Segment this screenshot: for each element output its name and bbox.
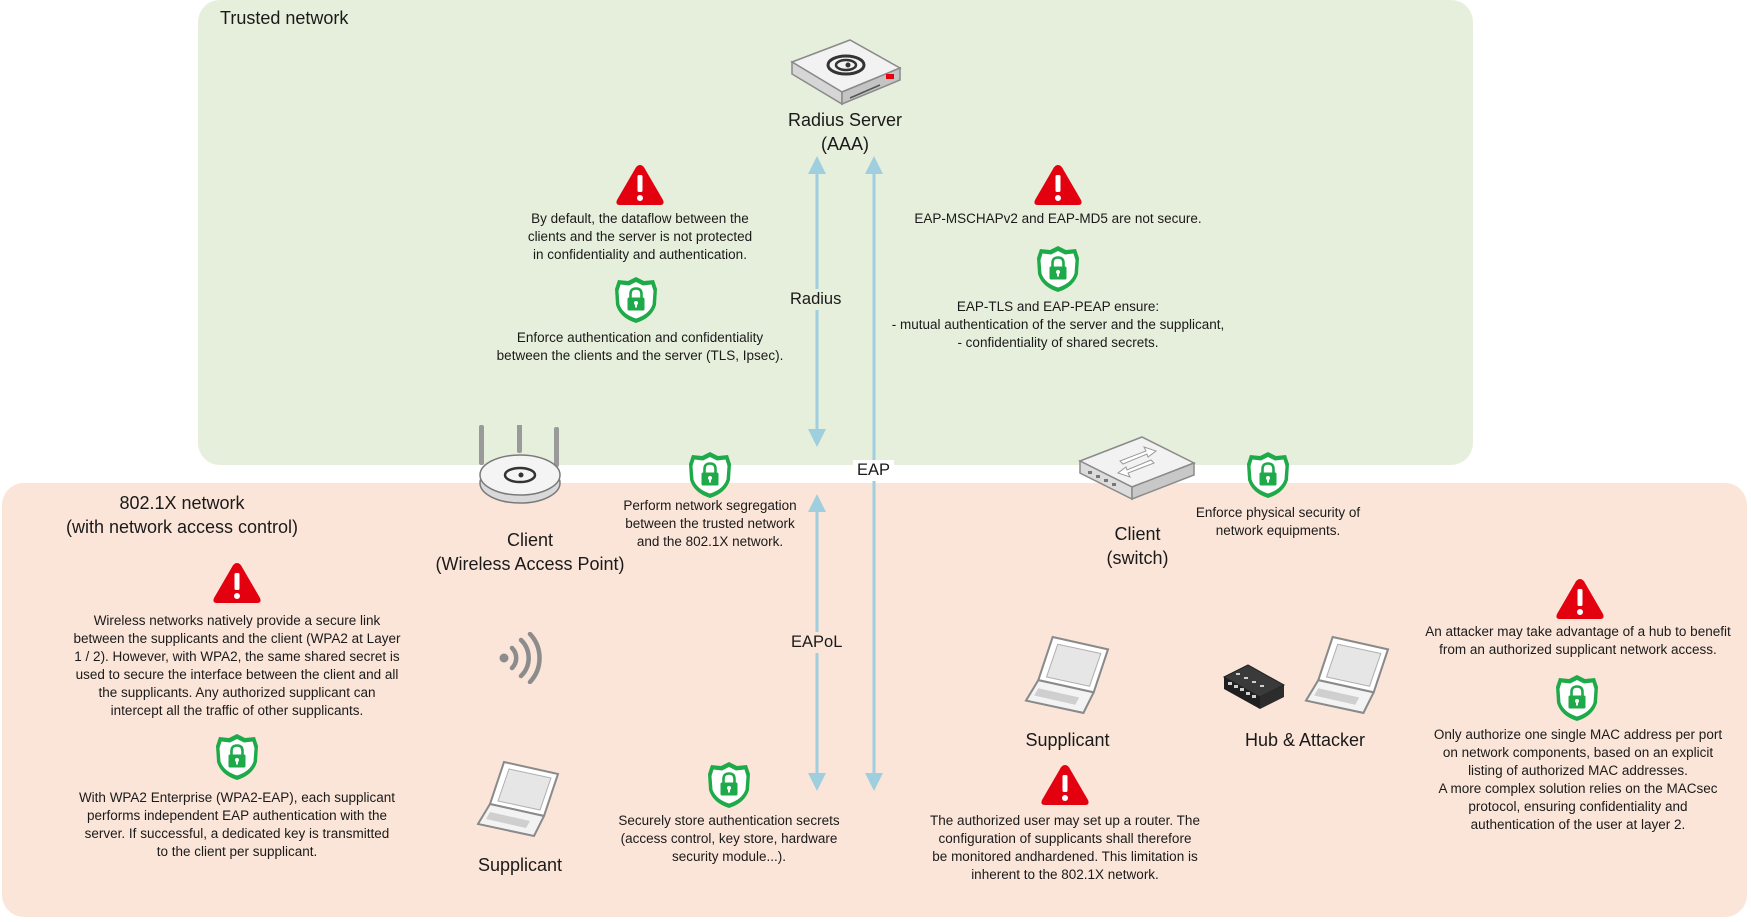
wap-label-line2: (Wireless Access Point) <box>435 554 625 574</box>
dot1x-network-title: 802.1X network (with network access cont… <box>2 491 362 539</box>
dot1x-title-line1: 802.1X network <box>119 493 245 513</box>
warning-icon <box>1041 765 1089 805</box>
note-line: server. If successful, a dedicated key i… <box>84 826 390 841</box>
note-line: performs independent EAP authentication … <box>87 808 387 823</box>
note-line: from an authorized supplicant network ac… <box>1439 642 1717 657</box>
note-line: used to secure the interface between the… <box>75 667 399 682</box>
note-mac-address: Only authorize one single MAC address pe… <box>1410 726 1746 834</box>
shield-lock-icon <box>216 734 258 780</box>
note-store-secrets: Securely store authentication secrets (a… <box>589 812 869 866</box>
radius-label-line2: (AAA) <box>820 134 869 154</box>
note-line: inherent to the 802.1X network. <box>971 867 1159 882</box>
shield-lock-icon <box>708 762 750 808</box>
shield-lock-icon <box>1247 452 1289 498</box>
note-line: Only authorize one single MAC address pe… <box>1433 727 1723 742</box>
attacker-laptop-icon <box>1304 635 1390 715</box>
warning-icon <box>616 165 664 205</box>
shield-lock-icon <box>1556 675 1598 721</box>
note-line: A more complex solution relies on the MA… <box>1438 781 1718 796</box>
note-eaptls: EAP-TLS and EAP-PEAP ensure: - mutual au… <box>858 298 1258 352</box>
note-line: on network components, based on an expli… <box>1442 745 1714 760</box>
note-line: security module...). <box>671 849 787 864</box>
switch-label: Client (switch) <box>1055 522 1220 570</box>
note-wireless-warning: Wireless networks natively provide a sec… <box>57 612 417 720</box>
note-line: between the trusted network <box>625 516 795 531</box>
dot1x-title-line2: (with network access control) <box>65 517 299 537</box>
note-mschap-warning: EAP-MSCHAPv2 and EAP-MD5 are not secure. <box>858 210 1258 228</box>
shield-lock-icon <box>689 452 731 498</box>
note-line: - mutual authentication of the server an… <box>891 317 1225 332</box>
hub-icon <box>1222 664 1286 709</box>
radius-server-label: Radius Server (AAA) <box>745 108 945 156</box>
trusted-network-title: Trusted network <box>220 8 349 28</box>
note-line: EAP-TLS and EAP-PEAP ensure: <box>956 299 1160 314</box>
radius-label-line1: Radius Server <box>787 110 903 130</box>
note-line: intercept all the traffic of other suppl… <box>110 703 364 718</box>
note-line: configuration of supplicants shall there… <box>938 831 1192 846</box>
note-line: With WPA2 Enterprise (WPA2-EAP), each su… <box>78 790 396 805</box>
note-line: the supplicants. Any authorized supplica… <box>98 685 376 700</box>
switch-icon <box>1078 436 1196 501</box>
note-line: network equipments. <box>1215 523 1341 538</box>
supplicant-wired-label: Supplicant <box>1025 730 1110 750</box>
warning-icon <box>213 563 261 603</box>
note-line: Enforce physical security of <box>1195 505 1361 520</box>
note-dataflow-warning: By default, the dataflow between the cli… <box>465 210 815 264</box>
note-wpa2-enterprise: With WPA2 Enterprise (WPA2-EAP), each su… <box>57 789 417 861</box>
note-line: to the client per supplicant. <box>156 844 318 859</box>
note-line: and the 802.1X network. <box>636 534 784 549</box>
switch-label-line1: Client <box>1114 524 1161 544</box>
note-line: clients and the server is not protected <box>527 229 753 244</box>
radius-server-icon <box>790 39 902 106</box>
note-line: By default, the dataflow between the <box>531 211 749 226</box>
switch-label-line2: (switch) <box>1106 548 1169 568</box>
eap-protocol-label: EAP <box>853 460 895 481</box>
note-line: The authorized user may set up a router.… <box>930 813 1200 828</box>
laptop-icon <box>1024 635 1110 715</box>
note-physical-security: Enforce physical security of network equ… <box>1138 504 1418 540</box>
note-line: in confidentiality and authentication. <box>533 247 747 262</box>
note-line: Securely store authentication secrets <box>618 813 840 828</box>
note-line: authentication of the user at layer 2. <box>1470 817 1686 832</box>
note-segregation: Perform network segregation between the … <box>580 497 840 551</box>
eapol-protocol-label: EAPoL <box>787 632 847 653</box>
note-line: be monitored andhardened. This limitatio… <box>932 849 1198 864</box>
note-line: listing of authorized MAC addresses. <box>1468 763 1688 778</box>
radius-protocol-label: Radius <box>786 289 846 310</box>
shield-lock-icon <box>1037 246 1079 292</box>
note-enforce-auth: Enforce authentication and confidentiali… <box>460 329 820 365</box>
note-line: 1 / 2). However, with WPA2, the same sha… <box>74 649 400 664</box>
note-line: between the supplicants and the client (… <box>73 631 401 646</box>
wifi-signal-icon <box>499 632 542 684</box>
note-line: An attacker may take advantage of a hub … <box>1425 624 1731 639</box>
note-line: - confidentiality of shared secrets. <box>957 335 1159 350</box>
note-line: between the clients and the server (TLS,… <box>496 348 784 363</box>
hub-attacker-label: Hub & Attacker <box>1244 730 1366 750</box>
warning-icon <box>1556 579 1604 619</box>
note-line: EAP-MSCHAPv2 and EAP-MD5 are not secure. <box>914 211 1202 226</box>
shield-lock-icon <box>615 277 657 323</box>
wireless-access-point-icon <box>479 425 561 504</box>
note-line: Perform network segregation <box>623 498 797 513</box>
wireless-access-point-label: Client (Wireless Access Point) <box>415 528 645 576</box>
note-line: protocol, ensuring confidentiality and <box>1468 799 1688 814</box>
note-hub-warning: An attacker may take advantage of a hub … <box>1400 623 1751 659</box>
supplicant-wifi-label: Supplicant <box>477 855 563 875</box>
warning-icon <box>1034 165 1082 205</box>
note-line: Enforce authentication and confidentiali… <box>516 330 764 345</box>
note-line: Wireless networks natively provide a sec… <box>93 613 381 628</box>
laptop-icon <box>476 760 560 838</box>
wap-label-line1: Client <box>506 530 554 550</box>
note-line: (access control, key store, hardware <box>620 831 838 846</box>
note-router-warning: The authorized user may set up a router.… <box>910 812 1220 884</box>
